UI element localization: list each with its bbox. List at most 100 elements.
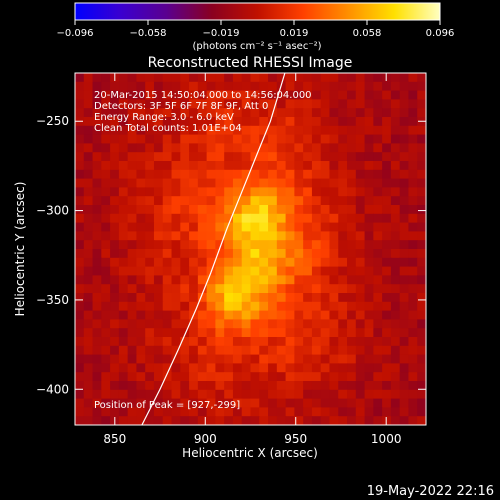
heatmap-cell [83,90,94,100]
heatmap-cell [92,231,102,241]
heatmap-cell [259,169,269,180]
heatmap-cell [101,99,111,109]
heatmap-cell [276,407,287,417]
heatmap-cell [276,293,287,303]
heatmap-cell [311,125,322,136]
heatmap-cell [110,125,120,136]
heatmap-cell [232,337,243,347]
heatmap-cell [224,90,234,100]
heatmap-cell [197,187,208,197]
heatmap-cell [373,169,383,180]
heatmap-cell [127,293,138,303]
heatmap-cell [417,275,426,285]
heatmap-cell [75,169,85,180]
heatmap-cell [417,134,426,144]
heatmap-cell [171,125,181,136]
heatmap-cell [136,143,146,153]
heatmap-cell [408,381,418,391]
heatmap-cell [83,213,94,224]
heatmap-cell [276,152,287,162]
heatmap-cell [189,363,199,373]
heatmap-cell [224,319,234,329]
heatmap-cell [206,125,217,136]
heatmap-cell [101,284,111,294]
heatmap-cell [268,81,278,92]
heatmap-cell [75,205,85,215]
heatmap-cell [171,381,181,391]
heatmap-cell [224,363,234,373]
heatmap-cell [250,389,260,400]
heatmap-cell [364,81,374,92]
heatmap-cell [180,381,190,391]
heatmap-cell [417,108,426,118]
heatmap-cell [180,301,190,312]
heatmap-cell [303,249,313,259]
heatmap-cell [162,222,173,232]
heatmap-cell [355,372,366,382]
heatmap-cell [145,117,155,127]
heatmap-cell [206,389,217,400]
heatmap-cell [355,187,366,197]
heatmap-cell [189,337,199,347]
heatmap-cell [276,310,287,320]
heatmap-cell [197,345,208,356]
heatmap-cell [311,257,322,268]
heatmap-cell [285,73,295,83]
heatmap-cell [162,372,173,382]
heatmap-cell [92,354,102,364]
heatmap-cell [145,161,155,171]
heatmap-cell [75,345,85,356]
heatmap-cell [189,90,199,100]
heatmap-cell [171,240,181,250]
heatmap-cell [382,143,392,153]
heatmap-cell [197,328,208,338]
heatmap-cell [311,407,322,417]
heatmap-cell [171,117,181,127]
heatmap-cell [162,231,173,241]
colorbar-tick-label: −0.058 [129,28,166,39]
heatmap-cell [232,293,243,303]
heatmap-cell [250,161,260,171]
heatmap-cell [180,310,190,320]
annotation-line: Clean Total counts: 1.01E+04 [94,123,242,134]
heatmap-cell [390,389,401,400]
heatmap-cell [268,301,278,312]
heatmap-cell [364,372,374,382]
heatmap-cell [276,249,287,259]
heatmap-cell [347,407,357,417]
heatmap-cell [101,319,111,329]
heatmap-cell [127,108,138,118]
heatmap-cell [118,293,129,303]
heatmap-cell [145,108,155,118]
heatmap-cell [382,178,392,188]
heatmap-cell [215,143,225,153]
heatmap-cell [364,266,374,276]
heatmap-cell [206,328,217,338]
heatmap-cell [162,310,173,320]
heatmap-cell [180,284,190,294]
heatmap-cell [417,231,426,241]
heatmap-cell [408,108,418,118]
heatmap-cell [162,319,173,329]
colorbar-tick-label: 0.019 [280,28,309,39]
heatmap-cell [338,143,348,153]
heatmap-cell [101,345,111,356]
heatmap-cell [180,407,190,417]
heatmap-cell [75,257,85,268]
heatmap-cell [311,328,322,338]
heatmap-cell [224,381,234,391]
heatmap-cell [206,372,217,382]
heatmap-cell [390,178,401,188]
heatmap-cell [171,293,181,303]
heatmap-cell [320,284,331,294]
heatmap-cell [417,354,426,364]
heatmap-cell [241,205,252,215]
heatmap-cell [145,301,155,312]
heatmap-cell [232,328,243,338]
heatmap-cell [382,345,392,356]
heatmap-cell [92,293,102,303]
heatmap-cell [127,275,138,285]
heatmap-cell [347,161,357,171]
heatmap-cell [320,125,331,136]
heatmap-cell [180,372,190,382]
